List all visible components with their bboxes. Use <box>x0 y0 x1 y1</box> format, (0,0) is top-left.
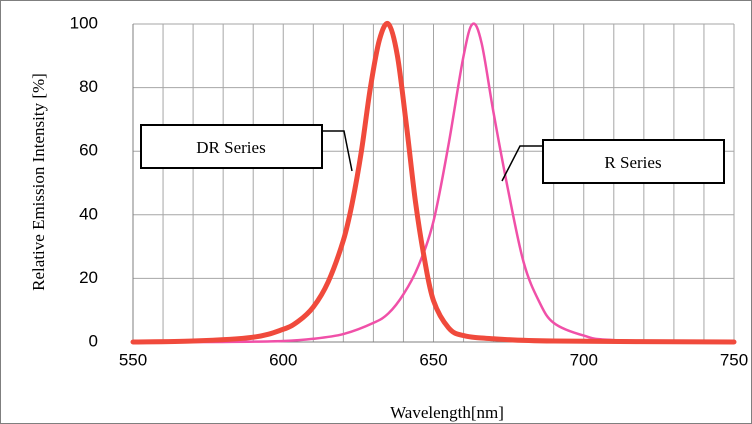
x-tick-label: 700 <box>570 350 598 369</box>
y-tick-label: 100 <box>70 13 98 32</box>
callout-label-r: R Series <box>604 153 661 172</box>
x-tick-label: 650 <box>419 350 447 369</box>
callout-r-series: R Series <box>501 139 725 184</box>
series-lines <box>130 21 737 345</box>
x-tick-label: 750 <box>720 350 748 369</box>
y-axis-label: Relative Emission Intensity [%] <box>29 73 48 291</box>
callout-leader-r <box>501 145 543 182</box>
y-tick-label: 40 <box>79 204 98 223</box>
y-tick-label: 0 <box>89 331 98 350</box>
callout-box-dr <box>140 124 323 169</box>
r-series-line <box>131 22 736 344</box>
x-tick-label: 600 <box>269 350 297 369</box>
callout-dr-series: DR Series <box>140 124 353 172</box>
y-tick-label: 60 <box>79 141 98 160</box>
callout-leader-dr <box>322 130 353 172</box>
dr-series-line <box>130 21 737 345</box>
tick-labels: 550 600 650 700 750 0 20 40 60 80 100 <box>70 13 749 369</box>
y-tick-label: 20 <box>79 268 98 287</box>
x-axis-label: Wavelength[nm] <box>390 403 504 422</box>
x-tick-label: 550 <box>119 350 147 369</box>
callout-box-r <box>542 139 725 184</box>
y-tick-label: 80 <box>79 77 98 96</box>
callout-label-dr: DR Series <box>196 138 265 157</box>
